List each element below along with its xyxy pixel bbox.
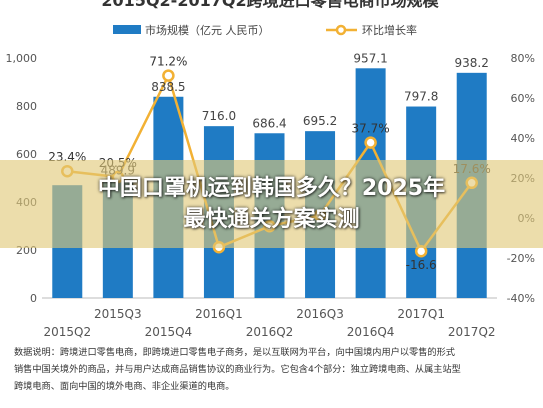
y-left-tick-label: 0: [30, 292, 37, 305]
y-right-tick-label: 40%: [511, 132, 535, 145]
banner-line-1: 中国口罩机运到韩国多久？2025年: [97, 176, 446, 201]
x-tick-label: 2017Q1: [397, 307, 445, 321]
x-tick-label: 2016Q2: [246, 325, 294, 339]
bar-value-label: 797.8: [404, 90, 438, 104]
notes-line-1: 数据说明：跨境进口零售电商，即跨境进口零售电子商务，是以互联网为平台，向中国境内…: [14, 347, 455, 358]
bar-value-label: 838.5: [151, 80, 185, 94]
legend-bar-swatch: [113, 25, 141, 34]
y-left-tick-label: 600: [16, 148, 37, 161]
x-tick-label: 2017Q2: [448, 325, 496, 339]
legend-line-label: 环比增长率: [362, 23, 417, 37]
x-tick-label: 2016Q4: [347, 325, 395, 339]
y-right-tick-label: 80%: [511, 52, 535, 65]
chart-title: 2015Q2-2017Q2跨境进口零售电商市场规模: [101, 0, 439, 10]
bar-value-label: 686.4: [252, 116, 286, 130]
banner-line-2: 最快通关方案实测: [183, 207, 360, 232]
y-left-tick-label: 1,000: [6, 52, 38, 65]
bar-value-label: 938.2: [455, 56, 489, 70]
x-axis-tick-labels: 2015Q22015Q32015Q42016Q12016Q22016Q32016…: [43, 307, 495, 339]
notes-line-2: 销售中国关境外的商品，并与用户达成商品销售协议的商业行为。它包含4个部分：独立跨…: [14, 364, 461, 375]
x-tick-label: 2016Q3: [296, 307, 344, 321]
overlay-banner: 中国口罩机运到韩国多久？2025年 最快通关方案实测: [0, 160, 543, 248]
x-tick-label: 2015Q2: [43, 325, 91, 339]
line-point: [364, 136, 377, 149]
data-notes: 数据说明：跨境进口零售电商，即跨境进口零售电子商务，是以互联网为平台，向中国境内…: [14, 344, 532, 395]
y-right-tick-label: -20%: [507, 252, 535, 265]
line-point: [162, 69, 175, 82]
x-tick-label: 2015Q4: [145, 325, 193, 339]
bar-value-label: 695.2: [303, 114, 337, 128]
legend: 市场规模（亿元 人民币） 环比增长率: [113, 23, 417, 37]
notes-line-3: 跨境电商、面向中国的境外电商、非企业渠道的电商。: [14, 381, 235, 392]
y-right-tick-label: -40%: [507, 292, 535, 305]
y-left-tick-label: 800: [16, 100, 37, 113]
line-value-label: -16.6: [406, 258, 437, 272]
y-right-tick-label: 60%: [511, 92, 535, 105]
bar-value-label: 957.1: [353, 51, 387, 65]
line-value-label: 71.2%: [149, 55, 187, 69]
line-value-label: 37.7%: [352, 122, 390, 136]
x-tick-label: 2015Q3: [94, 307, 142, 321]
bar-value-label: 716.0: [202, 109, 236, 123]
legend-line-marker: [335, 24, 347, 36]
x-tick-label: 2016Q1: [195, 307, 243, 321]
legend-bar-label: 市场规模（亿元 人民币）: [145, 23, 270, 37]
